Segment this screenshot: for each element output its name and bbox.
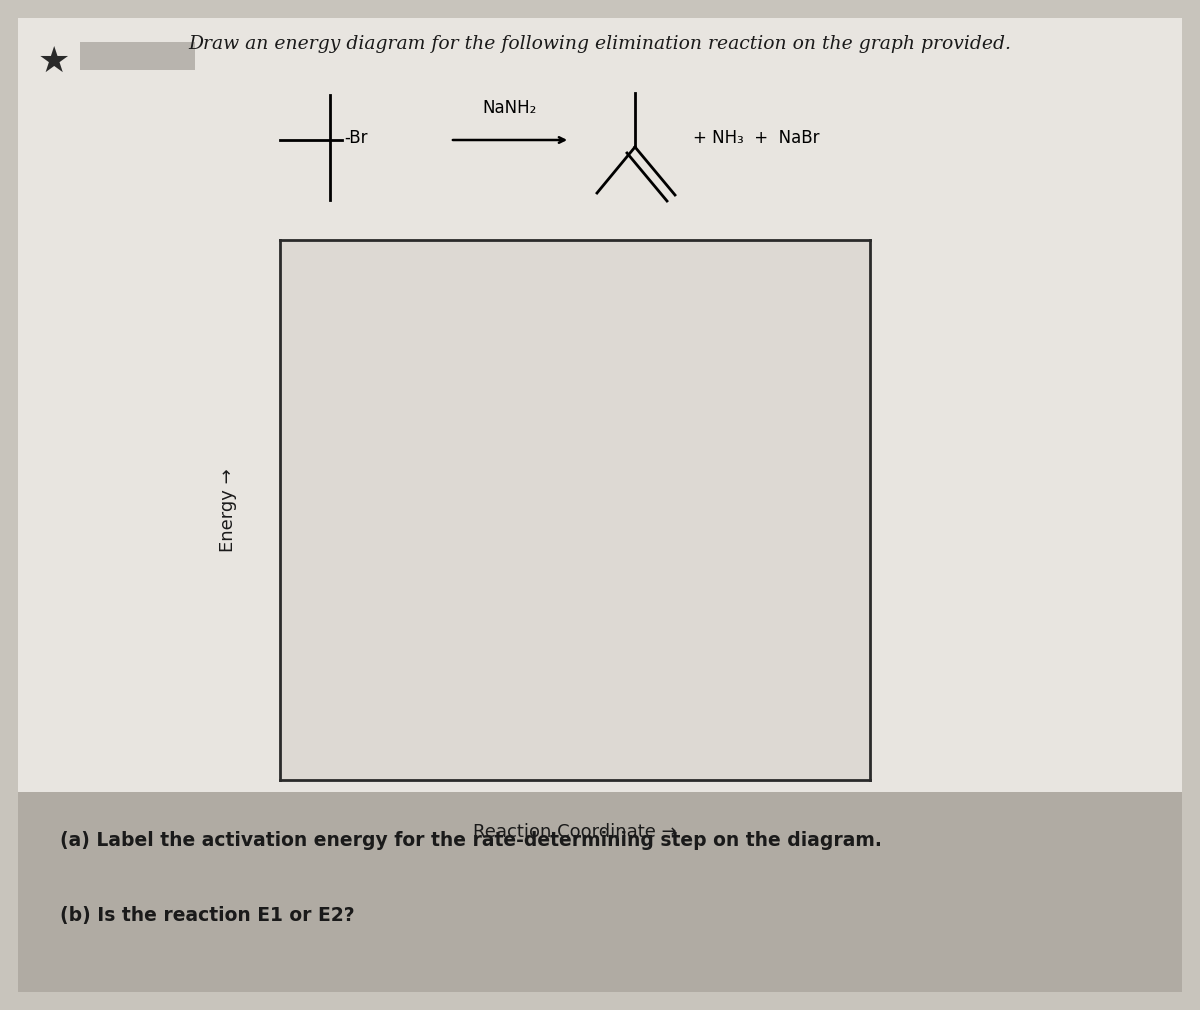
Text: Energy →: Energy → <box>220 468 238 551</box>
Text: (b) Is the reaction E1 or E2?: (b) Is the reaction E1 or E2? <box>60 906 355 924</box>
FancyBboxPatch shape <box>80 42 194 70</box>
FancyBboxPatch shape <box>18 792 1182 992</box>
Text: ★: ★ <box>38 45 71 79</box>
FancyBboxPatch shape <box>280 240 870 780</box>
Text: Reaction Coordinate →: Reaction Coordinate → <box>473 823 677 841</box>
Text: (a) Label the activation energy for the rate-determining step on the diagram.: (a) Label the activation energy for the … <box>60 830 882 849</box>
Text: Draw an energy diagram for the following elimination reaction on the graph provi: Draw an energy diagram for the following… <box>188 35 1012 53</box>
Text: NaNH₂: NaNH₂ <box>482 99 538 117</box>
Text: + NH₃  +  NaBr: + NH₃ + NaBr <box>694 129 820 147</box>
Text: -Br: -Br <box>344 129 367 147</box>
FancyBboxPatch shape <box>18 18 1182 992</box>
